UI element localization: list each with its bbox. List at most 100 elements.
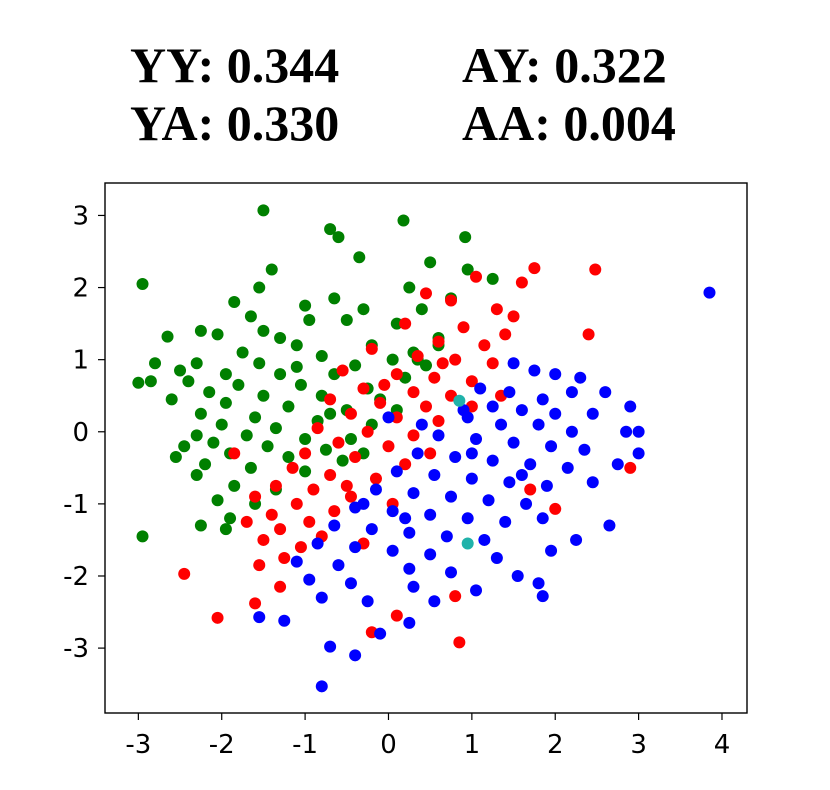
scatter-point	[265, 508, 278, 521]
scatter-point	[478, 533, 491, 546]
scatter-point	[274, 332, 287, 345]
scatter-point	[453, 636, 466, 649]
scatter-point	[536, 590, 549, 603]
scatter-point	[274, 523, 287, 536]
scatter-point	[219, 523, 232, 536]
scatter-point	[278, 614, 291, 627]
scatter-point	[357, 303, 370, 316]
scatter-point	[190, 429, 203, 442]
scatter-point	[165, 393, 178, 406]
scatter-point	[340, 479, 353, 492]
scatter-point	[445, 566, 458, 579]
x-tick-label: -1	[292, 730, 318, 760]
scatter-point	[459, 231, 472, 244]
scatter-point	[415, 418, 428, 431]
scatter-point	[565, 425, 578, 438]
scatter-point	[461, 263, 474, 276]
scatter-point	[219, 396, 232, 409]
scatter-point	[257, 204, 270, 217]
x-tick-label: -3	[125, 730, 151, 760]
y-tick-label: 3	[72, 201, 89, 231]
scatter-point	[490, 303, 503, 316]
scatter-point	[574, 371, 587, 384]
scatter-point	[445, 490, 458, 503]
scatter-point	[449, 590, 462, 603]
scatter-point	[253, 357, 266, 370]
x-tick-label: 2	[547, 730, 564, 760]
scatter-point	[578, 443, 591, 456]
scatter-point	[457, 404, 470, 417]
scatter-point	[190, 357, 203, 370]
scatter-point	[361, 595, 374, 608]
scatter-point	[390, 609, 403, 622]
scatter-point	[344, 490, 357, 503]
scatter-point	[432, 335, 445, 348]
scatter-point	[515, 276, 528, 289]
scatter-point	[294, 378, 307, 391]
scatter-point	[536, 512, 549, 525]
scatter-point	[194, 324, 207, 337]
scatter-point	[190, 469, 203, 482]
scatter-point	[420, 400, 432, 413]
scatter-point	[415, 303, 428, 316]
scatter-point	[228, 479, 241, 492]
scatter-point	[486, 272, 499, 285]
title-ya: YA: 0.330	[130, 95, 340, 151]
scatter-point	[561, 461, 574, 474]
scatter-point	[194, 519, 207, 532]
scatter-point	[344, 407, 357, 420]
scatter-point	[311, 537, 324, 550]
scatter-point	[207, 436, 220, 449]
scatter-point	[353, 251, 366, 264]
scatter-point	[178, 567, 191, 580]
scatter-point	[428, 469, 441, 482]
scatter-point	[349, 541, 362, 554]
scatter-point	[240, 429, 253, 442]
y-tick-label: 2	[72, 274, 89, 304]
scatter-point	[407, 580, 420, 593]
scatter-point	[328, 292, 341, 305]
scatter-point	[570, 533, 583, 546]
scatter-point	[324, 407, 337, 420]
scatter-point	[432, 414, 445, 427]
scatter-point	[161, 330, 174, 343]
scatter-point	[486, 400, 499, 413]
scatter-point	[336, 364, 349, 377]
scatter-point	[586, 407, 599, 420]
scatter-point	[315, 350, 328, 363]
x-tick-label: 3	[630, 730, 647, 760]
scatter-point	[182, 375, 195, 388]
scatter-point	[490, 551, 503, 564]
scatter-point	[349, 451, 362, 464]
scatter-point	[178, 440, 191, 453]
scatter-point	[378, 378, 391, 391]
scatter-point	[703, 286, 716, 299]
scatter-point	[399, 317, 412, 330]
scatter-point	[336, 454, 349, 467]
scatter-point	[232, 378, 245, 391]
scatter-point	[482, 494, 495, 507]
scatter-point	[632, 425, 645, 438]
y-tick-label: 0	[72, 418, 89, 448]
scatter-point	[324, 469, 337, 482]
scatter-point	[307, 483, 320, 496]
scatter-point	[390, 368, 403, 381]
x-tick-label: -2	[209, 730, 235, 760]
scatter-point	[465, 375, 478, 388]
scatter-point	[549, 502, 562, 515]
scatter-point	[228, 295, 241, 308]
scatter-point	[290, 339, 303, 352]
scatter-point	[403, 281, 416, 294]
scatter-point	[407, 386, 420, 399]
scatter-point	[420, 359, 432, 372]
scatter-point	[390, 465, 403, 478]
scatter-point	[507, 357, 520, 370]
scatter-point	[132, 376, 145, 389]
scatter-point	[499, 328, 512, 341]
scatter-point	[257, 533, 270, 546]
scatter-point	[211, 494, 224, 507]
scatter-point	[445, 294, 458, 307]
scatter-point	[244, 310, 257, 323]
scatter-point	[249, 597, 262, 610]
x-tick-label: 4	[714, 730, 731, 760]
